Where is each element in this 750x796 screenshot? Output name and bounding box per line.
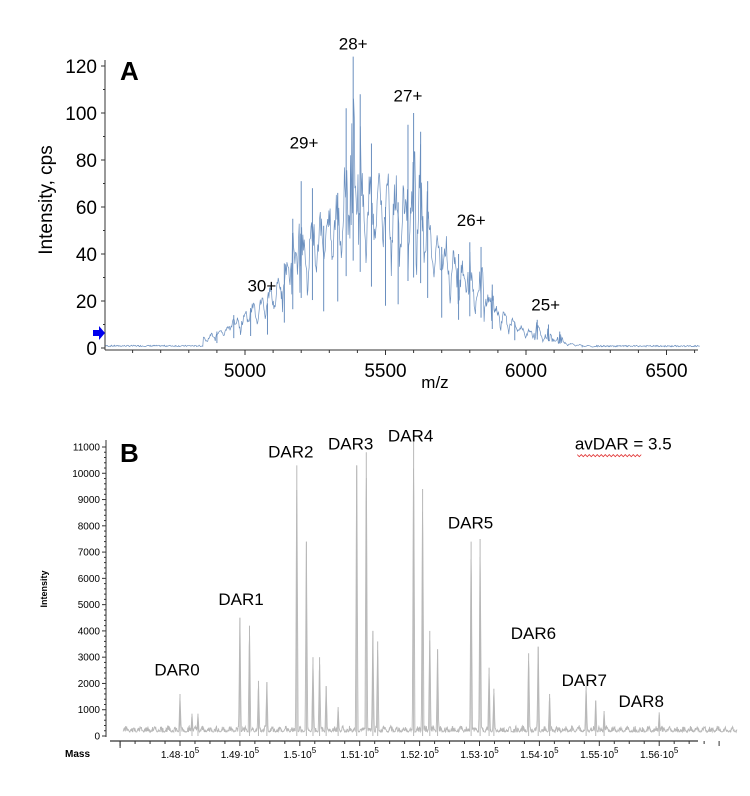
panel-a-xlabel: m/z — [421, 373, 448, 392]
panel-b-xtick-label: 1.53·105 — [460, 746, 499, 761]
baseline-marker-arrow-icon — [93, 326, 105, 340]
charge-state-label: 27+ — [394, 86, 423, 105]
panel-b-ytick-label: 5000 — [78, 600, 101, 611]
panel-b-xtick-label: 1.48·105 — [161, 746, 200, 761]
panel-b-xlabel: Mass — [65, 749, 90, 760]
dar-label: DAR1 — [218, 590, 263, 609]
panel-a-ytick-label: 100 — [65, 104, 97, 125]
panel-b-xtick-label: 1.49·105 — [221, 746, 260, 761]
panel-b-xtick-label: 1.55·105 — [580, 746, 619, 761]
panel-a-ytick-label: 120 — [65, 57, 97, 78]
dar-label: DAR7 — [562, 671, 607, 690]
spellcheck-underline — [576, 454, 642, 458]
panel-b-xtick-label: 1.52·105 — [400, 746, 439, 761]
charge-state-label: 30+ — [247, 277, 276, 296]
panel-a-ytick-label: 0 — [86, 339, 97, 360]
panel-b-ytick-label: 9000 — [78, 495, 101, 506]
dar-label: DAR4 — [388, 427, 433, 446]
panel-a-xtick-label: 6500 — [645, 361, 687, 382]
panel-b-ylabel: Intensity — [39, 570, 49, 607]
panel-a-xtick-label: 5500 — [364, 361, 406, 382]
panel-a-xtick-label: 6000 — [505, 361, 547, 382]
charge-state-label: 25+ — [531, 295, 560, 314]
charge-state-label: 26+ — [457, 211, 486, 230]
panel-a-xtick-label: 5000 — [224, 361, 266, 382]
panel-b-ytick-label: 3000 — [78, 653, 101, 664]
average-dar-label: avDAR = 3.5 — [575, 435, 672, 454]
panel-b-ytick-label: 2000 — [78, 679, 101, 690]
panel-b-xtick-label: 1.56·105 — [640, 746, 679, 761]
charge-state-label: 29+ — [290, 133, 319, 152]
panel-b-ytick-label: 7000 — [78, 548, 101, 559]
charge-state-label: 28+ — [339, 35, 368, 54]
panel-b-xtick-label: 1.51·105 — [341, 746, 380, 761]
panel-b-ytick-label: 10000 — [72, 469, 100, 480]
panel-a-ytick-label: 40 — [76, 245, 97, 266]
panel-a-ytick-label: 60 — [76, 198, 97, 219]
panel-a-ytick-label: 20 — [76, 292, 97, 313]
panel-b-ytick-label: 4000 — [78, 626, 101, 637]
panel-b-ytick-label: 0 — [94, 732, 100, 743]
dar-label: DAR2 — [268, 443, 313, 462]
panel-a-spectrum-line — [104, 98, 700, 348]
panel-b-ytick-label: 8000 — [78, 521, 101, 532]
panel-b-ytick-label: 11000 — [73, 443, 101, 454]
dar-label: DAR0 — [154, 661, 199, 680]
panel-b-ytick-label: 6000 — [78, 574, 101, 585]
dar-label: DAR3 — [328, 435, 373, 454]
dar-label: DAR6 — [511, 624, 556, 643]
dar-label: DAR8 — [619, 692, 664, 711]
dar-label: DAR5 — [448, 513, 493, 532]
panel-a-ylabel: Intensity, cps — [36, 145, 57, 254]
panel-b-xtick-label: 1.5·105 — [283, 746, 316, 761]
panel-a-label: A — [120, 56, 139, 86]
panel-b-label: B — [120, 438, 139, 468]
panel-b-xtick-label: 1.54·105 — [520, 746, 559, 761]
panel-a-ytick-label: 80 — [76, 151, 97, 172]
panel-a: 0 20 40 60 80 100 120 5000 5500 6000 6500 A Intens… — [36, 35, 700, 392]
panel-b-ytick-label: 1000 — [78, 705, 101, 716]
panel-b: 0 1000 2000 3000 4000 5000 6000 7000 8000 9000 100… — [39, 427, 738, 761]
